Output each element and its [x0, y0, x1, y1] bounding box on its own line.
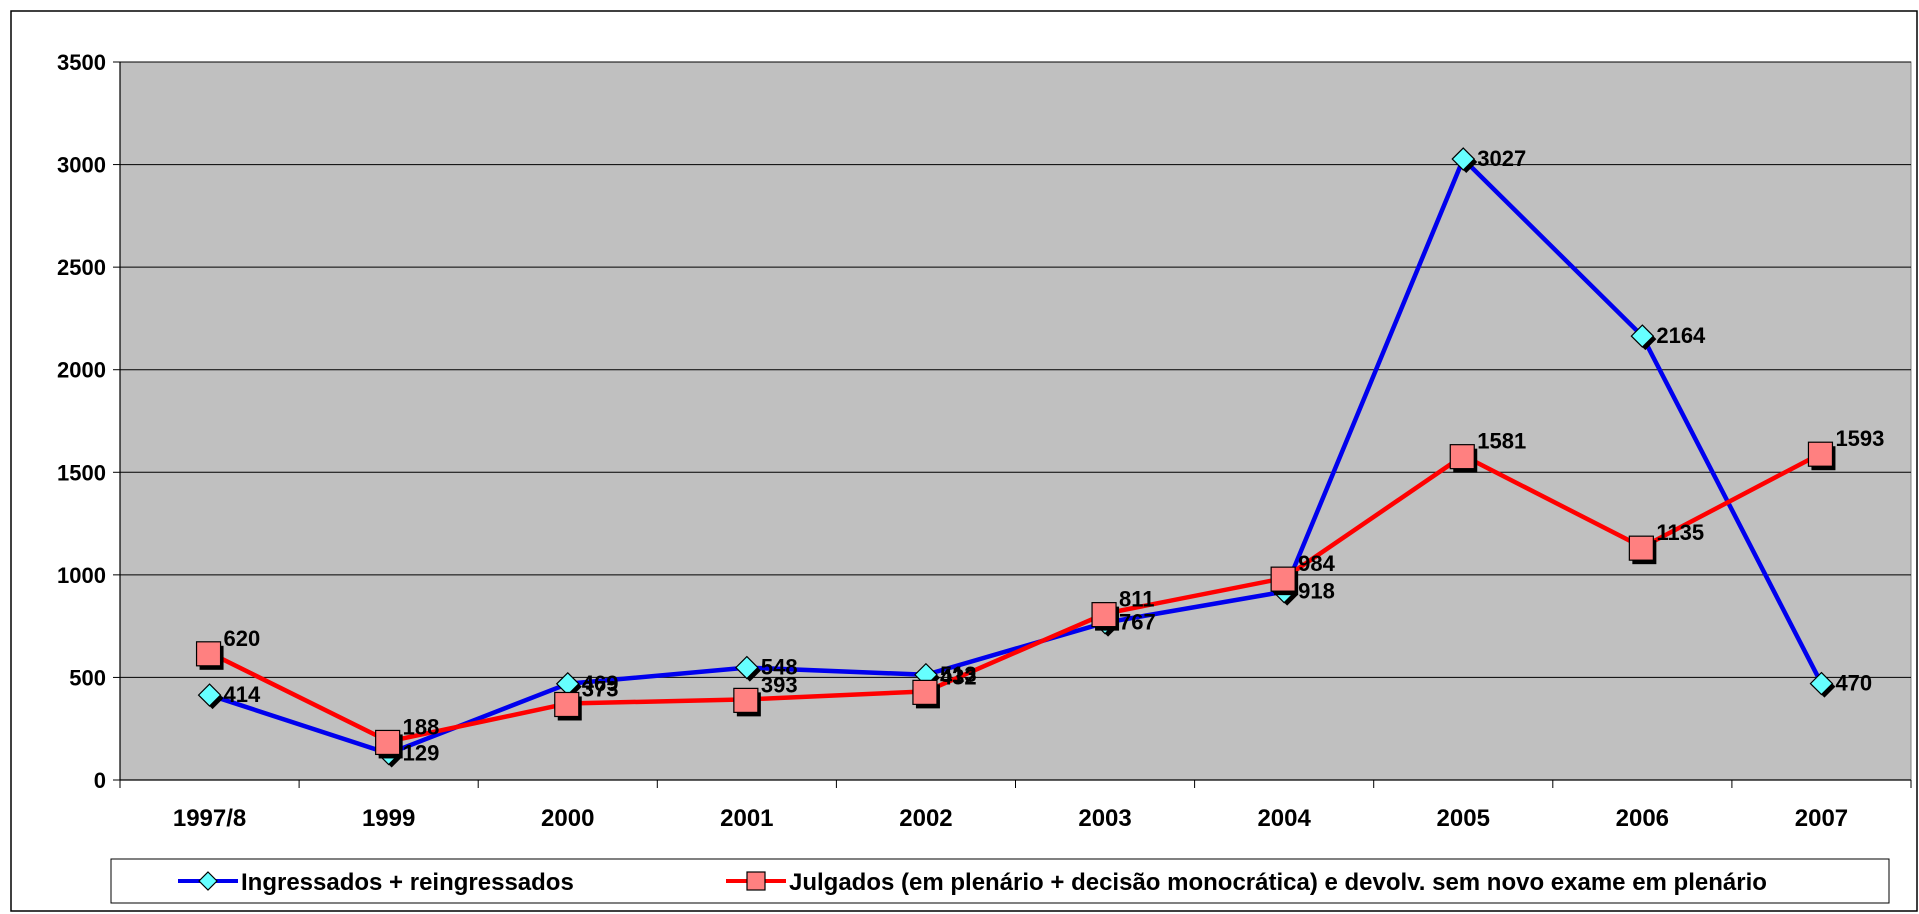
data-point [1630, 324, 1655, 348]
data-point [195, 641, 222, 667]
data-label: 470 [1835, 671, 1872, 696]
data-point [1091, 602, 1117, 628]
data-label: 513 [940, 662, 977, 687]
data-point [735, 655, 759, 680]
data-label: 1593 [1835, 426, 1884, 451]
data-point [1628, 535, 1654, 561]
y-tick-label: 3000 [57, 153, 106, 178]
data-point [375, 729, 401, 756]
data-label: 1581 [1477, 429, 1526, 454]
legend-box [110, 858, 1890, 904]
data-label: 432 [940, 664, 977, 689]
y-tick-label: 3500 [57, 50, 106, 75]
data-label: 469 [582, 671, 619, 696]
data-point [554, 691, 580, 718]
legend-series-1-marker [198, 871, 218, 891]
data-point [1807, 441, 1834, 467]
x-tick-label: 2002 [899, 805, 952, 832]
data-point [197, 683, 222, 707]
data-label: 129 [403, 741, 440, 766]
x-tick-label: 2000 [541, 805, 594, 832]
data-label: 918 [1298, 579, 1335, 604]
data-labels: 414 129 469 548 513 767 918 3027 2164 470 620 188 37… [224, 146, 1885, 766]
data-point [912, 679, 938, 705]
data-label: 548 [761, 655, 798, 680]
x-tick-label: 2006 [1616, 805, 1669, 832]
data-point [1449, 444, 1475, 470]
data-label: 373 [582, 676, 619, 701]
y-tick-label: 2500 [57, 255, 106, 280]
y-tick-label: 500 [69, 665, 106, 690]
data-point [1451, 147, 1476, 171]
series-line-2 [208, 451, 1823, 744]
plot-area [119, 61, 1912, 781]
x-axis-ticks: 1997/8 1999 2000 2001 2002 2003 2004 2005 2006 20… [119, 780, 1912, 832]
gridlines [120, 61, 1911, 678]
legend-series-1-label: Ingressados + reingressados [241, 869, 574, 896]
legend: Ingressados + reingressados Julgados (em… [110, 858, 1890, 904]
data-label: 620 [224, 626, 261, 651]
x-tick-label: 2005 [1437, 805, 1490, 832]
x-tick-label: 2004 [1257, 805, 1311, 832]
y-tick-label: 0 [94, 768, 106, 793]
y-axis-ticks: 0 500 1000 1500 2000 2500 3000 3500 [57, 50, 120, 793]
x-tick-label: 1999 [362, 805, 415, 832]
x-tick-label: 2007 [1795, 805, 1848, 832]
y-tick-label: 1000 [57, 563, 106, 588]
data-label: 2164 [1656, 323, 1706, 348]
y-tick-label: 1500 [57, 460, 106, 485]
y-tick-label: 2000 [57, 358, 106, 383]
data-label: 811 [1119, 587, 1155, 612]
data-label: 393 [761, 672, 798, 697]
series-group [195, 147, 1836, 768]
data-point [733, 687, 759, 713]
data-label: 767 [1119, 610, 1156, 635]
data-label: 3027 [1477, 146, 1526, 171]
series-line-1 [208, 156, 1824, 756]
data-label: 984 [1298, 551, 1335, 576]
data-label: 414 [224, 682, 261, 707]
x-tick-label: 1997/8 [173, 805, 246, 832]
data-label: 1135 [1656, 520, 1704, 545]
data-point [1809, 671, 1834, 696]
x-tick-label: 2001 [720, 805, 773, 832]
data-label: 188 [403, 714, 440, 739]
legend-series-2-label: Julgados (em plenário + decisão monocrát… [789, 869, 1767, 896]
legend-series-2-marker [746, 871, 766, 891]
x-tick-label: 2003 [1078, 805, 1131, 832]
data-point [1270, 566, 1296, 592]
